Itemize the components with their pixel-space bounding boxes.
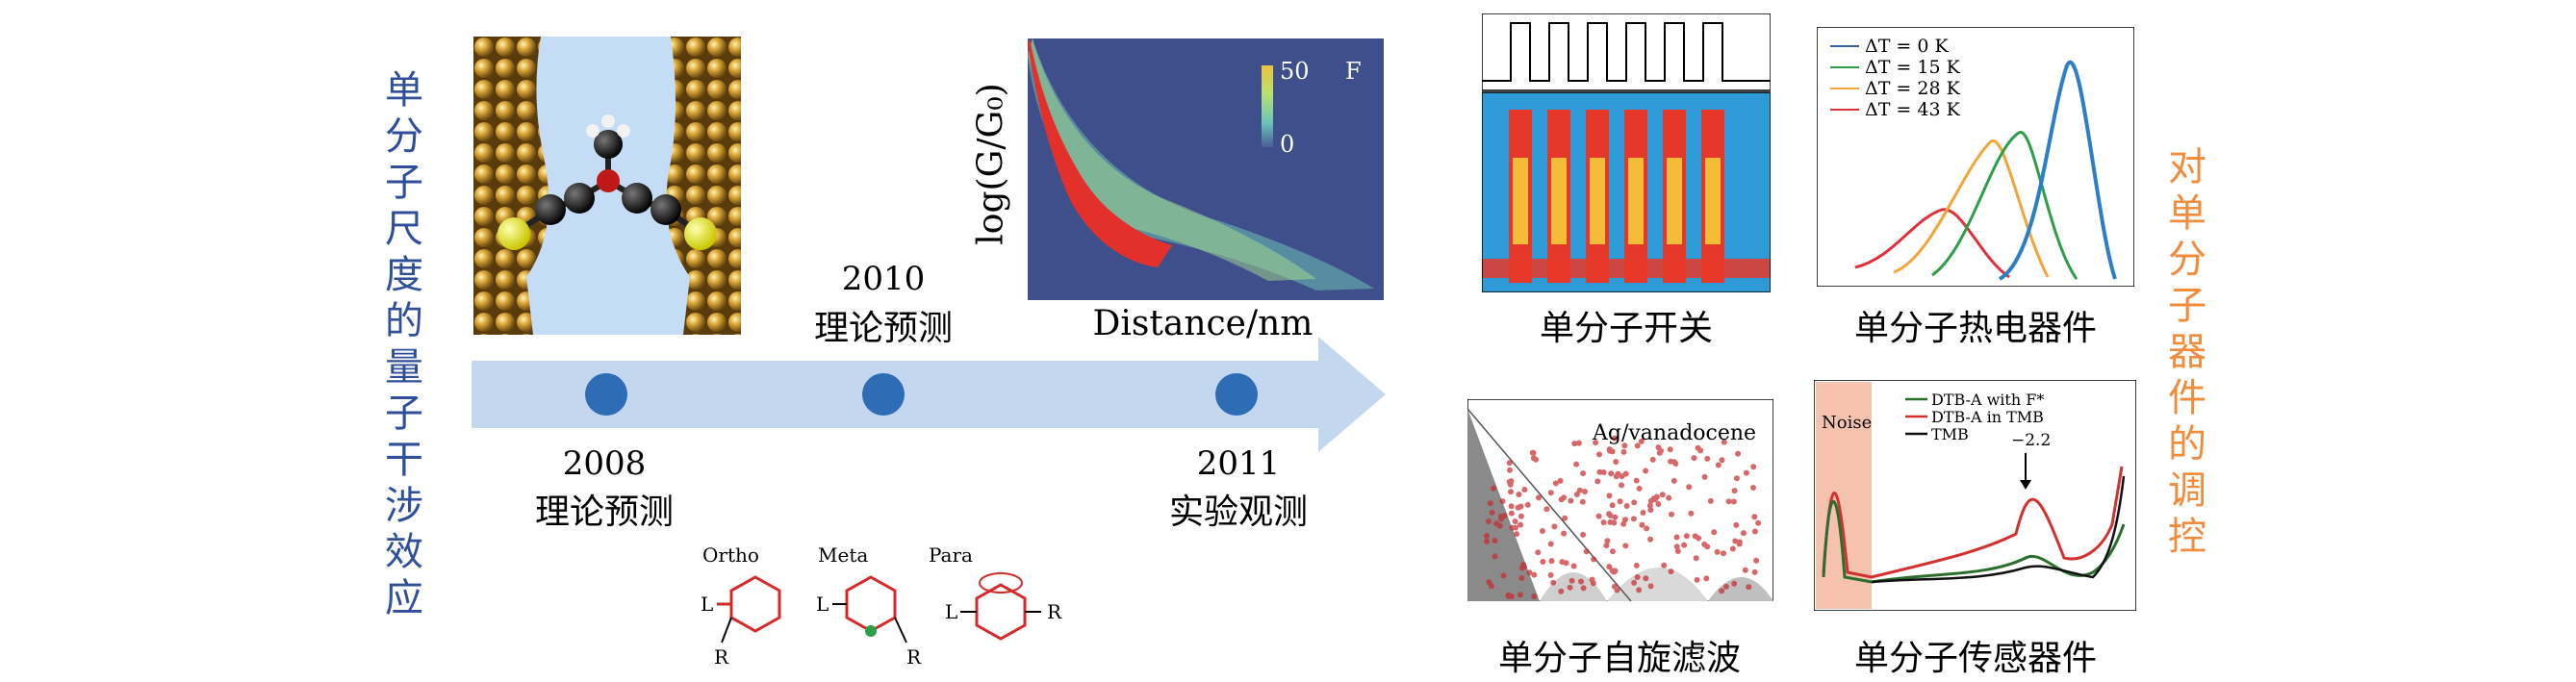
thermo-legend-3: ΔT = 43 K <box>1865 99 1961 120</box>
svg-text:L: L <box>945 600 957 623</box>
timeline-year-2008: 2008 <box>562 444 647 483</box>
svg-text:L: L <box>701 593 713 616</box>
timeline-label-2011: 实验观测 <box>1168 493 1308 532</box>
timeline-arrow <box>472 337 1386 452</box>
spin-panel: Ag/vanadocene <box>1467 399 1773 601</box>
spin-caption: 单分子自旋滤波 <box>1497 639 1741 678</box>
switch-caption: 单分子开关 <box>1539 309 1713 348</box>
timeline-year-2010: 2010 <box>841 260 926 298</box>
timeline-label-2010: 理论预测 <box>813 309 953 348</box>
conductance-xlabel: Distance/nm <box>1092 304 1314 343</box>
sensor-panel: Noise DTB-A with F* DTB-A in TMB TMB −2.… <box>1814 380 2136 611</box>
svg-text:R: R <box>906 645 922 669</box>
switch-panel <box>1482 13 1771 292</box>
timeline-dot-2010 <box>862 373 905 416</box>
spin-annotation: Ag/vanadocene <box>1592 421 1756 445</box>
timeline-dot-2011 <box>1215 373 1258 416</box>
molecule-structures: Ortho Meta Para L R L R L R <box>701 543 1062 669</box>
sensor-peak-label: −2.2 <box>2011 431 2051 450</box>
sensor-caption: 单分子传感器件 <box>1853 639 2097 678</box>
thermo-legend-0: ΔT = 0 K <box>1865 36 1950 57</box>
thermo-caption: 单分子热电器件 <box>1853 309 2097 348</box>
conductance-histogram: 50 0 F <box>1028 38 1384 300</box>
molecular-junction-image <box>473 37 741 335</box>
thermo-panel: ΔT = 0 K ΔT = 15 K ΔT = 28 K ΔT = 43 K <box>1817 27 2134 287</box>
thermo-legend-1: ΔT = 15 K <box>1865 57 1961 78</box>
sensor-legend-0: DTB-A with F* <box>1931 391 2044 409</box>
timeline-year-2011: 2011 <box>1196 444 1281 483</box>
sensor-legend-1: DTB-A in TMB <box>1931 408 2044 426</box>
svg-text:R: R <box>1047 600 1062 623</box>
thermo-legend-2: ΔT = 28 K <box>1865 78 1961 99</box>
right-vertical-title: 对单分子器件的调控 <box>2168 145 2206 559</box>
colorbar-min-label: 0 <box>1280 131 1294 158</box>
colorbar-max-label: 50 <box>1280 58 1310 85</box>
conductance-ylabel: log(G/G₀) <box>971 83 1011 245</box>
timeline-dot-2008 <box>585 373 627 416</box>
left-vertical-title: 单分子尺度的量子干涉效应 <box>385 68 423 620</box>
molecule-para-label: Para <box>929 543 973 567</box>
sensor-noise-label: Noise <box>1822 413 1872 433</box>
svg-text:R: R <box>714 645 729 669</box>
svg-text:L: L <box>816 593 829 616</box>
molecule-ortho-label: Ortho <box>702 543 759 567</box>
sensor-legend-2: TMB <box>1931 425 1969 443</box>
colorbar-unit-label: F <box>1345 58 1362 85</box>
timeline-label-2008: 理论预测 <box>534 493 674 532</box>
molecule-meta-label: Meta <box>818 543 868 567</box>
